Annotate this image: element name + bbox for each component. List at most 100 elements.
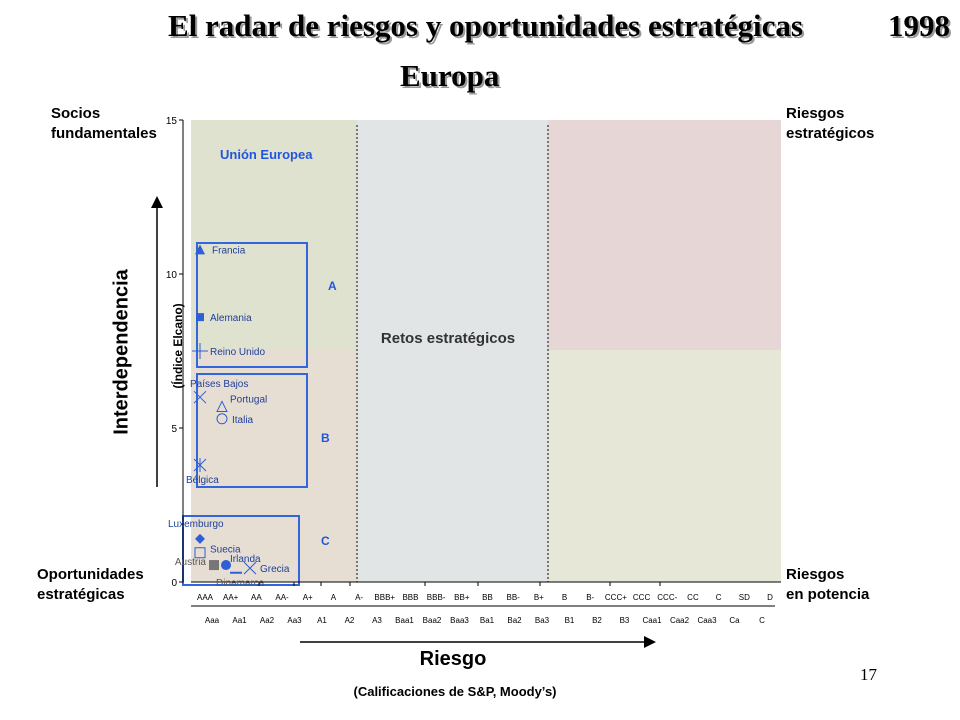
point-alemania-label: Alemania	[210, 313, 252, 324]
x-tick-label-sp: SD	[739, 593, 750, 602]
point-irlanda	[221, 560, 231, 571]
point-austria-label: Austria	[175, 557, 207, 568]
label-group-a: A	[328, 279, 337, 293]
point-irlanda-label: Irlanda	[230, 554, 261, 565]
x-tick-label-sp: AA	[251, 593, 262, 602]
group-box-a	[196, 242, 308, 368]
x-tick-label-moodys: Caa3	[697, 616, 717, 625]
quadrant-oportunidades	[191, 350, 357, 582]
y-axis-subtitle: (Índice Elcano)	[171, 303, 185, 389]
x-tick-label-sp: BBB	[402, 593, 418, 602]
slide-year: 1998	[888, 8, 950, 43]
y-ticks: 0 5 10 15	[166, 116, 183, 589]
x-tick-label-sp: BBB-	[427, 593, 446, 602]
x-tick-label-sp: CCC-	[657, 593, 677, 602]
x-tick-label-sp: B-	[586, 593, 594, 602]
x-tick-label-sp: AA-	[275, 593, 289, 602]
y-tick-label: 0	[171, 578, 177, 589]
x-tick-label-moodys: Aaa	[205, 616, 220, 625]
point-luxemburgo-label: Luxemburgo	[168, 519, 224, 530]
x-tick-label-sp: C	[716, 593, 722, 602]
x-axis-title: Riesgo	[419, 648, 487, 670]
point-italia	[216, 413, 228, 425]
page-number: 17	[860, 665, 877, 684]
corner-top-left: Socios fundamentales	[51, 105, 157, 142]
x-tick-label-sp: AAA	[197, 593, 214, 602]
point-grecia-label: Grecia	[260, 564, 290, 575]
x-tick-label-moodys: Ba3	[535, 616, 550, 625]
x-tick-label-moodys: A1	[317, 616, 327, 625]
x-tick-label-sp: CCC	[633, 593, 651, 602]
y-axis-title: Interdependencia	[110, 269, 133, 435]
x-tick-label-sp: A+	[303, 593, 313, 602]
x-tick-label-sp: AA+	[223, 593, 239, 602]
point-portugal	[216, 400, 228, 412]
point-francia-label: Francia	[212, 245, 246, 256]
point-bélgica-label: Bélgica	[186, 475, 219, 486]
x-tick-label-sp: A	[331, 593, 337, 602]
x-tick-label-moodys: Caa2	[670, 616, 690, 625]
x-tick-label-sp: D	[767, 593, 773, 602]
corner-top-right: Riesgos estratégicos	[786, 105, 875, 142]
y-tick-label: 5	[171, 424, 177, 435]
data-points: Francia Alemania Reino Unido Países Bajos Po…	[168, 244, 290, 589]
x-tick-label-moodys: B2	[592, 616, 602, 625]
slide-title: El radar de riesgos y oportunidades estr…	[168, 8, 803, 43]
x-tick-label-moodys: Ba1	[480, 616, 495, 625]
point-italia-label: Italia	[232, 415, 254, 426]
point-grecia	[243, 561, 257, 575]
quadrant-socios	[191, 120, 357, 350]
point-alemania	[196, 313, 204, 322]
label-retos: Retos estratégicos	[381, 330, 515, 347]
point-portugal-label: Portugal	[230, 394, 267, 405]
x-tick-label-moodys: C	[759, 616, 765, 625]
x-axis-subtitle: (Calificaciones de S&P, Moody’s)	[353, 684, 557, 699]
x-tick-label-moodys: Ca	[729, 616, 740, 625]
x-tick-label-sp: BB	[482, 593, 493, 602]
x-tick-label-sp: BBB+	[374, 593, 395, 602]
x-tick-label-moodys: B1	[565, 616, 575, 625]
point-reino-unido	[192, 343, 208, 359]
point-francia	[195, 244, 205, 255]
point-países-bajos-label: Países Bajos	[190, 379, 248, 390]
y-tick-label: 10	[166, 270, 178, 281]
x-tick-label-sp: B	[562, 593, 567, 602]
x-tick-label-moodys: Aa3	[287, 616, 302, 625]
y-tick-label: 15	[166, 116, 178, 127]
point-luxemburgo	[195, 533, 205, 544]
x-tick-label-moodys: B3	[620, 616, 630, 625]
x-tick-label-sp: B+	[534, 593, 544, 602]
corner-bottom-right: Riesgos en potencia	[786, 566, 870, 603]
point-reino-unido-label: Reino Unido	[210, 347, 265, 358]
x-tick-label-moodys: Aa2	[260, 616, 275, 625]
quadrant-retos	[357, 120, 548, 582]
point-dinamarca-label: Dinamarca	[216, 578, 265, 589]
x-tick-label-moodys: Baa1	[395, 616, 414, 625]
x-tick-label-moodys: Aa1	[232, 616, 247, 625]
quadrant-riesgos-estrategicos	[548, 120, 781, 350]
quadrant-riesgos-potencia	[548, 350, 781, 582]
point-austria	[209, 560, 219, 571]
corner-bottom-left: Oportunidades estratégicas	[37, 566, 144, 603]
x-tick-label-sp: BB+	[454, 593, 470, 602]
x-tick-label-sp: BB-	[507, 593, 521, 602]
label-group-c: C	[321, 534, 330, 548]
slide-subtitle: Europa	[400, 58, 500, 93]
point-países-bajos	[193, 390, 207, 404]
point-suecia-label: Suecia	[210, 545, 241, 556]
label-union-europea: Unión Europea	[220, 147, 313, 162]
x-tick-label-moodys: Caa1	[642, 616, 662, 625]
group-box-b	[196, 373, 308, 488]
x-tick-label-sp: A-	[355, 593, 363, 602]
x-tick-label-moodys: Ba2	[507, 616, 522, 625]
x-tick-label-moodys: A3	[372, 616, 382, 625]
point-bélgica	[193, 457, 207, 472]
x-tick-label-moodys: A2	[345, 616, 355, 625]
x-tick-label-moodys: Baa3	[450, 616, 469, 625]
x-tick-label-moodys: Baa2	[423, 616, 442, 625]
x-tick-label-sp: CC	[687, 593, 699, 602]
point-suecia	[194, 547, 206, 559]
x-ticks: AAA AA+ AA AA- A+ A A- BBB+ BBB BBB- BB+ BB BB- B+ B B-…	[197, 582, 773, 625]
label-group-b: B	[321, 431, 330, 445]
x-tick-label-sp: CCC+	[605, 593, 627, 602]
